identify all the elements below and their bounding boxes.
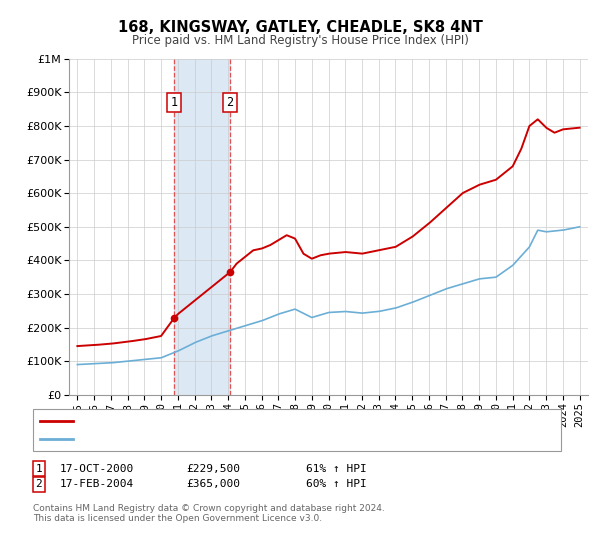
Text: 168, KINGSWAY, GATLEY, CHEADLE, SK8 4NT (detached house): 168, KINGSWAY, GATLEY, CHEADLE, SK8 4NT … (79, 416, 407, 426)
Text: Price paid vs. HM Land Registry's House Price Index (HPI): Price paid vs. HM Land Registry's House … (131, 34, 469, 46)
Text: 168, KINGSWAY, GATLEY, CHEADLE, SK8 4NT: 168, KINGSWAY, GATLEY, CHEADLE, SK8 4NT (118, 20, 482, 35)
Text: 17-OCT-2000: 17-OCT-2000 (60, 464, 134, 474)
Bar (175, 59, 230, 395)
Text: 1: 1 (35, 464, 43, 474)
Text: 1: 1 (171, 96, 178, 109)
Text: 2: 2 (35, 479, 43, 489)
Text: 2: 2 (226, 96, 233, 109)
Text: £365,000: £365,000 (186, 479, 240, 489)
Text: HPI: Average price, detached house, Stockport: HPI: Average price, detached house, Stoc… (79, 434, 323, 444)
Text: £229,500: £229,500 (186, 464, 240, 474)
Text: 17-FEB-2004: 17-FEB-2004 (60, 479, 134, 489)
Text: Contains HM Land Registry data © Crown copyright and database right 2024.
This d: Contains HM Land Registry data © Crown c… (33, 504, 385, 524)
Text: 60% ↑ HPI: 60% ↑ HPI (306, 479, 367, 489)
Text: 61% ↑ HPI: 61% ↑ HPI (306, 464, 367, 474)
